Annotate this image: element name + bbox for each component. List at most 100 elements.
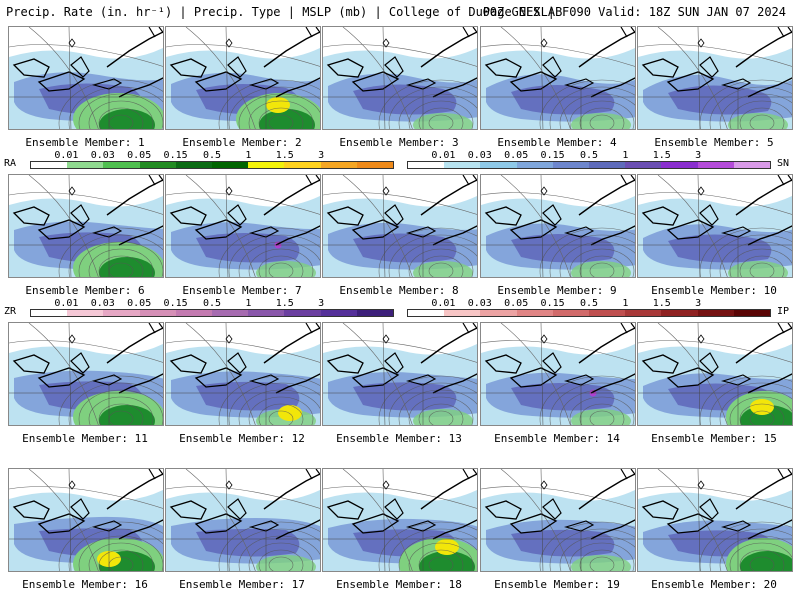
- legend-tick-label: 0.05: [504, 298, 529, 309]
- legend-swatch: [408, 310, 445, 316]
- ensemble-member-label: Ensemble Member: 2: [182, 136, 302, 149]
- ensemble-member-label: Ensemble Member: 17: [179, 578, 305, 591]
- legend-swatch: [175, 310, 213, 316]
- legend-swatch: [356, 162, 394, 168]
- ensemble-member-label: Ensemble Member: 7: [182, 284, 302, 297]
- legend-snow-label: SN: [777, 158, 790, 169]
- legend-swatch: [31, 310, 68, 316]
- legend-swatch: [356, 310, 394, 316]
- ensemble-member-label: Ensemble Member: 18: [336, 578, 462, 591]
- legend-ip-label: IP: [777, 306, 790, 317]
- legend-tick-label: 0.05: [127, 298, 152, 309]
- legend-tick-label: 1: [622, 150, 629, 161]
- ensemble-member-label: Ensemble Member: 1: [25, 136, 145, 149]
- legend-tick-label: 0.03: [467, 150, 492, 161]
- legend-swatch: [625, 310, 662, 316]
- legend-tick-label: 3: [318, 150, 325, 161]
- legend-tick-label: 3: [695, 150, 702, 161]
- legend-swatch: [444, 310, 481, 316]
- ensemble-member-map: [322, 26, 478, 130]
- legend-tick-label: 1: [245, 150, 252, 161]
- ensemble-member-label: Ensemble Member: 3: [339, 136, 459, 149]
- ensemble-member-map: [165, 468, 321, 572]
- legend-swatch: [480, 310, 517, 316]
- legend-swatch: [589, 310, 626, 316]
- legend-zr-bar: [30, 309, 394, 317]
- legend-swatch: [248, 310, 285, 316]
- legend-tick-label: 0.01: [54, 298, 79, 309]
- ensemble-member-label: Ensemble Member: 10: [651, 284, 777, 297]
- legend-ip-bar: [407, 309, 771, 317]
- ensemble-member-map: [480, 26, 636, 130]
- legend-swatch: [212, 310, 249, 316]
- legend-swatch: [661, 162, 698, 168]
- legend-snow-ticks: 0.01 0.03 0.05 0.15 0.5 1 1.5 3: [407, 150, 771, 161]
- legend-swatch: [284, 162, 321, 168]
- legend-swatch: [284, 310, 321, 316]
- legend-tick-label: 0.5: [202, 150, 222, 161]
- legend-rain-ticks: 0.01 0.03 0.05 0.15 0.5 1 1.5 3: [30, 150, 394, 161]
- legend-tick-label: 0.03: [90, 150, 115, 161]
- legend-swatch: [31, 162, 68, 168]
- legend-ip-ticks: 0.01 0.03 0.05 0.15 0.5 1 1.5 3: [407, 298, 771, 309]
- ensemble-member-label: Ensemble Member: 14: [494, 432, 620, 445]
- legend-swatch: [480, 162, 517, 168]
- legend-swatch: [552, 310, 590, 316]
- legend-swatch: [625, 162, 662, 168]
- legend-swatch: [212, 162, 249, 168]
- legend-snow: 0.01 0.03 0.05 0.15 0.5 1 1.5 3 SN: [405, 150, 800, 172]
- legend-tick-label: 0.5: [579, 150, 599, 161]
- legend-tick-label: 0.15: [163, 150, 188, 161]
- legend-swatch: [139, 162, 176, 168]
- legend-swatch: [516, 162, 553, 168]
- ensemble-member-label: Ensemble Member: 9: [497, 284, 617, 297]
- legend-swatch: [661, 310, 698, 316]
- ensemble-member-map: [8, 26, 164, 130]
- legend-swatch: [103, 310, 140, 316]
- legend-tick-label: 1: [245, 298, 252, 309]
- ensemble-member-label: Ensemble Member: 13: [336, 432, 462, 445]
- legend-zr-ticks: 0.01 0.03 0.05 0.15 0.5 1 1.5 3: [30, 298, 394, 309]
- legend-swatch: [67, 162, 104, 168]
- legend-swatch: [444, 162, 481, 168]
- header-bar: Precip. Rate (in. hr⁻¹) | Precip. Type |…: [0, 0, 800, 24]
- ensemble-member-map: [8, 174, 164, 278]
- legend-swatch: [516, 310, 553, 316]
- legend-tick-label: 3: [695, 298, 702, 309]
- legend-tick-label: 0.01: [54, 150, 79, 161]
- legend-rain-label: RA: [4, 158, 17, 169]
- ensemble-member-map: [165, 26, 321, 130]
- legend-swatch: [320, 310, 357, 316]
- ensemble-member-map: [322, 174, 478, 278]
- legend-tick-label: 3: [318, 298, 325, 309]
- legend-tick-label: 0.03: [467, 298, 492, 309]
- ensemble-member-label: Ensemble Member: 19: [494, 578, 620, 591]
- legend-swatch: [103, 162, 140, 168]
- ensemble-member-label: Ensemble Member: 15: [651, 432, 777, 445]
- ensemble-member-label: Ensemble Member: 6: [25, 284, 145, 297]
- legend-swatch: [139, 310, 176, 316]
- legend-tick-label: 1.5: [652, 298, 671, 309]
- ensemble-member-map: [322, 322, 478, 426]
- ensemble-member-map: [637, 322, 793, 426]
- legend-swatch: [589, 162, 626, 168]
- legend-swatch: [248, 162, 285, 168]
- ensemble-member-map: [8, 468, 164, 572]
- legend-freezing-rain: ZR 0.01 0.03 0.05 0.15 0.5 1 1.5 3: [0, 298, 400, 320]
- ensemble-member-label: Ensemble Member: 20: [651, 578, 777, 591]
- header-title: Precip. Rate (in. hr⁻¹) | Precip. Type |…: [6, 5, 563, 19]
- legend-zr-label: ZR: [4, 306, 17, 317]
- legend-tick-label: 1.5: [275, 150, 294, 161]
- legend-tick-label: 1: [622, 298, 629, 309]
- legend-swatch: [320, 162, 357, 168]
- legend-rain: RA 0.01 0.03 0.05 0.15 0.5 1 1.5 3: [0, 150, 400, 172]
- legend-tick-label: 1.5: [652, 150, 671, 161]
- legend-swatch: [408, 162, 445, 168]
- ensemble-member-map: [165, 174, 321, 278]
- legend-ice-pellets: 0.01 0.03 0.05 0.15 0.5 1 1.5 3 IP: [405, 298, 800, 320]
- legend-tick-label: 0.15: [540, 298, 565, 309]
- ensemble-member-map: [8, 322, 164, 426]
- legend-swatch: [697, 162, 734, 168]
- legend-swatch: [67, 310, 104, 316]
- ensemble-member-map: [637, 26, 793, 130]
